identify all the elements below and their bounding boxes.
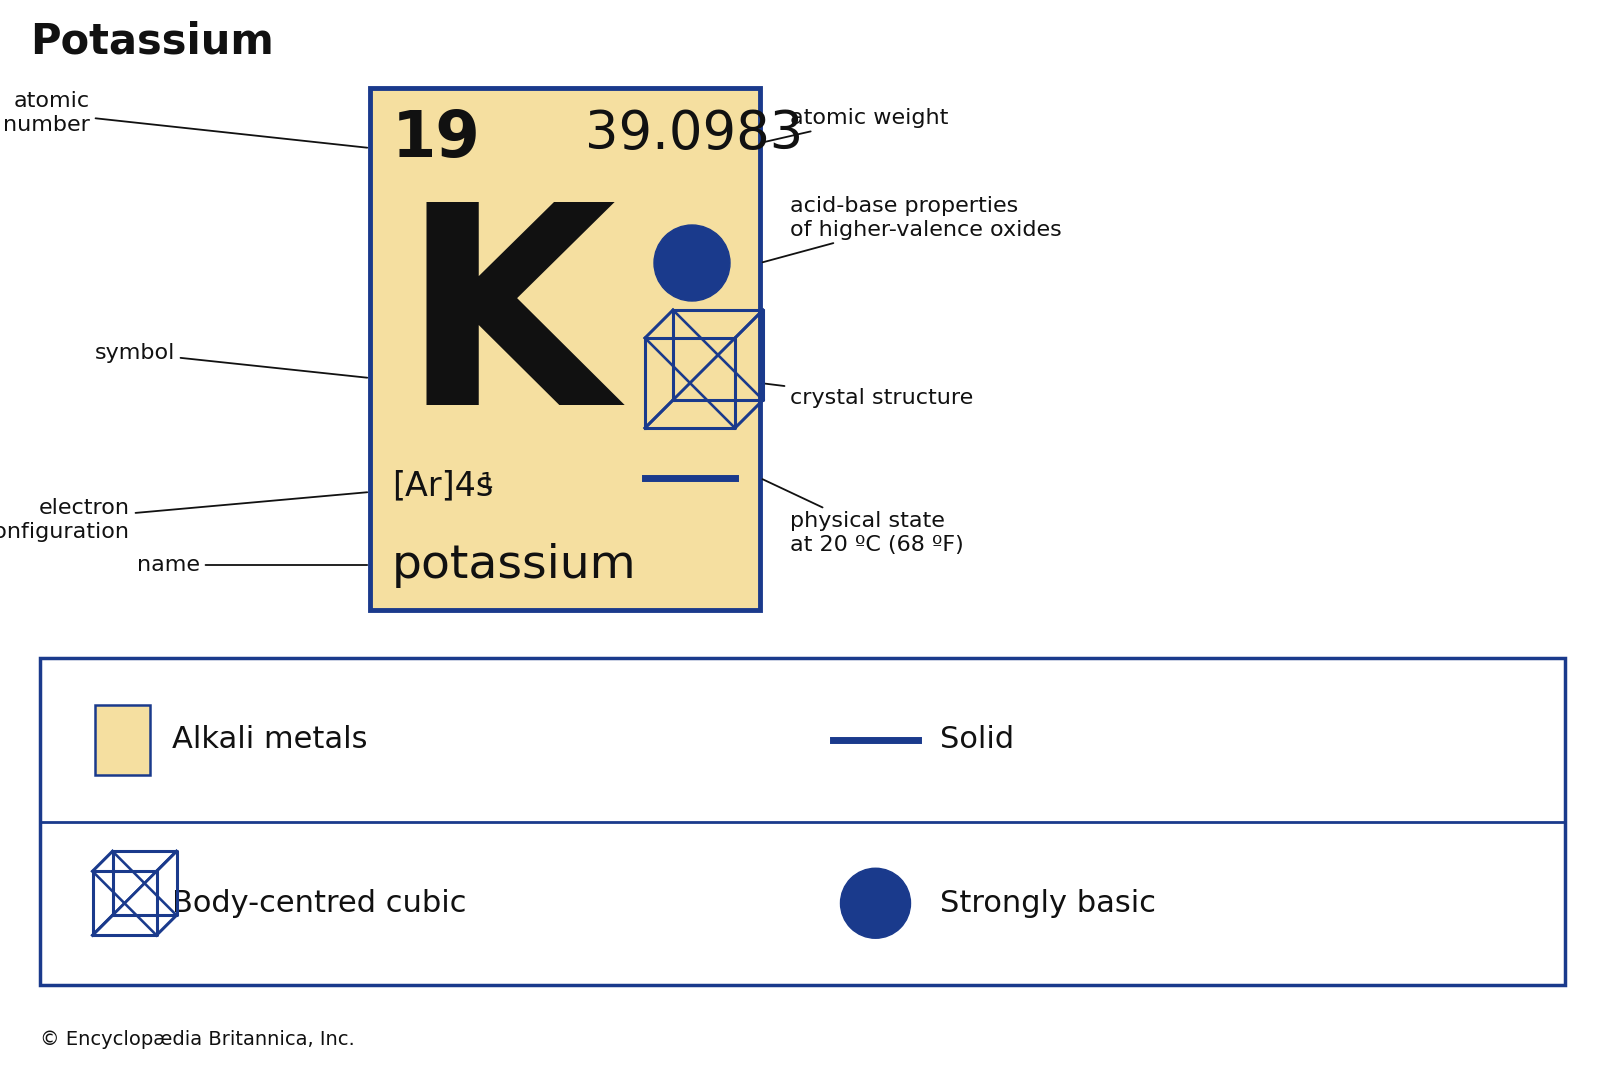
Text: atomic weight: atomic weight — [763, 108, 949, 142]
Text: Alkali metals: Alkali metals — [173, 726, 368, 754]
Text: 39.0983: 39.0983 — [586, 108, 803, 160]
Text: electron
configuration: electron configuration — [0, 492, 368, 542]
Text: crystal structure: crystal structure — [763, 383, 973, 408]
Bar — [370, 87, 760, 610]
Text: physical state
at 20 ºC (68 ºF): physical state at 20 ºC (68 ºF) — [763, 479, 963, 555]
Bar — [40, 658, 1565, 985]
Text: acid-base properties
of higher-valence oxides: acid-base properties of higher-valence o… — [763, 196, 1062, 262]
Bar — [94, 704, 150, 775]
Text: [Ar]4s: [Ar]4s — [392, 469, 493, 501]
Circle shape — [840, 869, 910, 938]
Text: atomic
number: atomic number — [3, 92, 368, 147]
Text: 19: 19 — [392, 108, 482, 170]
Text: © Encyclopædia Britannica, Inc.: © Encyclopædia Britannica, Inc. — [40, 1030, 355, 1049]
Text: 1: 1 — [480, 472, 494, 492]
Text: name: name — [138, 555, 368, 575]
Text: Strongly basic: Strongly basic — [941, 889, 1155, 918]
Text: Solid: Solid — [941, 726, 1014, 754]
Text: potassium: potassium — [392, 543, 637, 588]
Text: symbol: symbol — [94, 343, 368, 378]
Circle shape — [654, 225, 730, 301]
Text: Potassium: Potassium — [30, 21, 274, 63]
Text: K: K — [400, 193, 616, 463]
Text: Body-centred cubic: Body-centred cubic — [173, 889, 467, 918]
